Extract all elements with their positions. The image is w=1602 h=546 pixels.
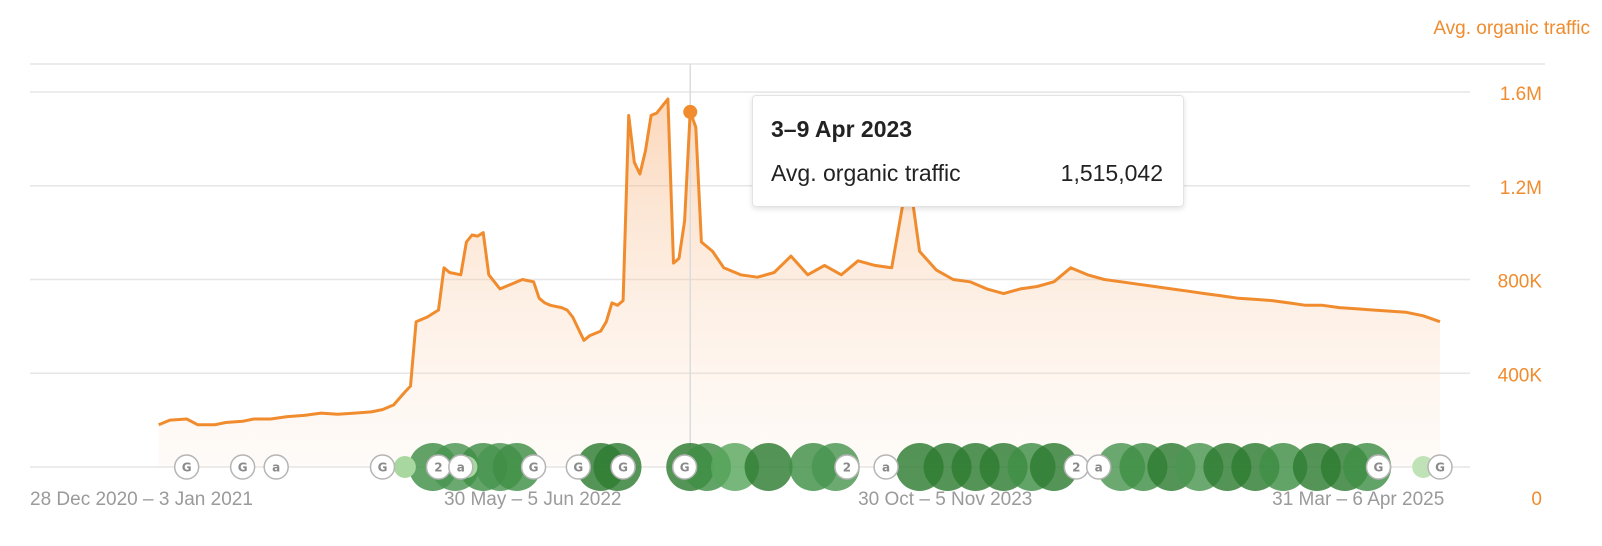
tooltip-date: 3–9 Apr 2023	[771, 116, 913, 142]
event-badge-circle	[1427, 454, 1453, 480]
event-badge[interactable]: a	[873, 454, 899, 480]
event-badge-letter: G	[573, 461, 583, 475]
event-badge-circle	[263, 454, 289, 480]
tooltip: 3–9 Apr 2023 Avg. organic traffic 1,515,…	[752, 95, 1184, 207]
event-badge-circle	[873, 454, 899, 480]
update-bubble[interactable]	[492, 443, 541, 491]
tooltip-value: 1,515,042	[1060, 160, 1163, 186]
tooltip-label: Avg. organic traffic	[771, 160, 961, 186]
event-badge-letter: G	[238, 461, 248, 475]
y-axis-ticks: 0 400K 800K 1.2M 1.6M	[1498, 84, 1543, 510]
event-badge[interactable]: 2	[425, 454, 452, 480]
event-badge-circle	[1365, 454, 1392, 480]
event-badge[interactable]: a	[448, 454, 474, 480]
y-tick-label: 0	[1531, 489, 1542, 510]
event-badge-letter: G	[680, 461, 690, 475]
event-badge-circle	[173, 454, 200, 480]
event-badge-circle	[448, 454, 474, 480]
y-axis-title: Avg. organic traffic	[1433, 18, 1590, 39]
event-badge-letter: 2	[434, 461, 442, 475]
event-badge-letter: a	[457, 461, 465, 475]
event-badge[interactable]: G	[369, 454, 396, 480]
x-tick-label: 30 Oct – 5 Nov 2023	[858, 489, 1032, 510]
event-badge-circle	[610, 454, 636, 480]
y-tick-label: 1.6M	[1500, 84, 1542, 105]
event-badge-letter: G	[529, 461, 539, 475]
event-badge-circle	[520, 454, 547, 480]
event-badge[interactable]: G	[565, 454, 592, 480]
event-badge-circle	[834, 454, 860, 480]
event-badge-circle	[671, 454, 698, 480]
event-badge[interactable]: G	[610, 454, 636, 480]
y-tick-label: 1.2M	[1500, 178, 1542, 199]
update-dot[interactable]	[393, 456, 416, 478]
event-badge-letter: 2	[843, 461, 851, 475]
x-tick-label: 30 May – 5 Jun 2022	[444, 489, 621, 510]
event-badge[interactable]: 2	[834, 454, 860, 480]
event-badge-letter: a	[272, 461, 280, 475]
update-bubble[interactable]	[1029, 443, 1078, 491]
event-badge-circle	[369, 454, 396, 480]
event-badge[interactable]: a	[1085, 454, 1112, 480]
event-badge-letter: G	[1435, 461, 1445, 475]
y-tick-label: 400K	[1498, 365, 1543, 386]
y-tick-label: 800K	[1498, 272, 1543, 293]
event-badge-circle	[1085, 454, 1112, 480]
event-badge-letter: G	[378, 461, 388, 475]
update-bubble[interactable]	[744, 443, 793, 491]
x-axis-ticks: 28 Dec 2020 – 3 Jan 2021 30 May – 5 Jun 2…	[30, 489, 1444, 510]
event-badge[interactable]: G	[520, 454, 547, 480]
x-tick-label: 28 Dec 2020 – 3 Jan 2021	[30, 489, 253, 510]
event-badge[interactable]: G	[671, 454, 698, 480]
event-badge-letter: a	[1095, 461, 1103, 475]
event-badge[interactable]: G	[229, 454, 256, 480]
event-badge[interactable]: G	[1365, 454, 1392, 480]
event-badge[interactable]: G	[173, 454, 200, 480]
event-badge-circle	[565, 454, 592, 480]
event-badge-letter: G	[182, 461, 192, 475]
update-bubble[interactable]	[711, 443, 759, 491]
event-badge-letter: G	[618, 461, 628, 475]
x-tick-label: 31 Mar – 6 Apr 2025	[1272, 489, 1444, 510]
event-badge[interactable]: G	[1427, 454, 1453, 480]
event-badge-letter: G	[1374, 461, 1384, 475]
event-badge[interactable]: 2	[1063, 454, 1090, 480]
traffic-area	[158, 99, 1441, 467]
hover-point[interactable]	[683, 104, 698, 119]
event-badge[interactable]: a	[263, 454, 289, 480]
traffic-series-line[interactable]	[158, 97, 1441, 427]
event-badge-letter: a	[882, 461, 890, 475]
event-badge-circle	[229, 454, 256, 480]
event-badge-letter: 2	[1072, 461, 1080, 475]
update-bubble[interactable]	[1259, 443, 1308, 491]
